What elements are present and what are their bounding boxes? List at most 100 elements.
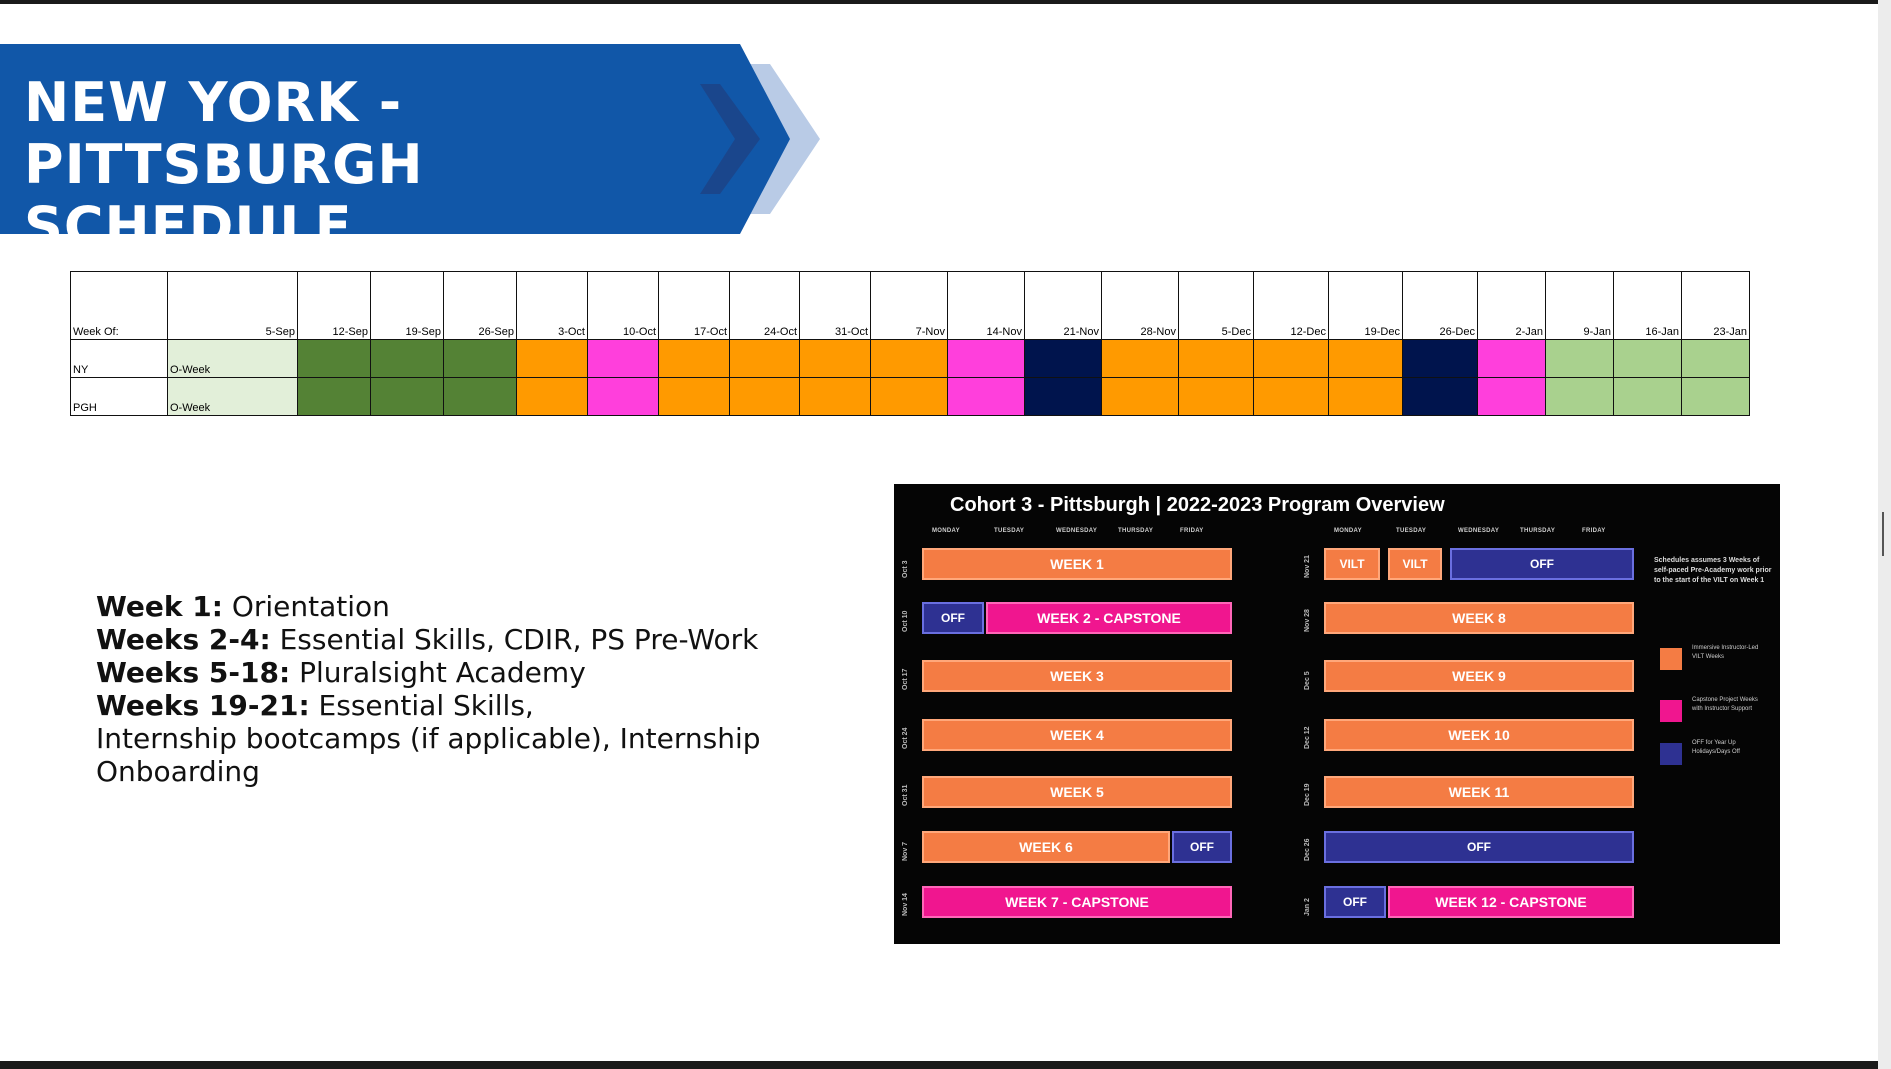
- schedule-cell: [370, 339, 444, 378]
- week-header-cell: 2-Jan: [1477, 271, 1546, 340]
- week-date-label: Oct 24: [902, 727, 909, 749]
- schedule-bar: WEEK 10: [1324, 719, 1634, 751]
- schedule-bar: OFF: [1324, 886, 1386, 918]
- schedule-bar: WEEK 9: [1324, 660, 1634, 692]
- weekday-label: TUESDAY: [1396, 528, 1427, 534]
- schedule-cell: [799, 339, 871, 378]
- schedule-cell: [1477, 377, 1546, 416]
- legend-swatch: [1660, 700, 1682, 722]
- schedule-bar: WEEK 12 - CAPSTONE: [1388, 886, 1634, 918]
- schedule-cell: [297, 339, 371, 378]
- weekday-label: FRIDAY: [1180, 528, 1204, 534]
- schedule-bar: WEEK 8: [1324, 602, 1634, 634]
- weekday-label: THURSDAY: [1118, 528, 1154, 534]
- note-heading: Weeks 2-4:: [96, 623, 271, 656]
- title-line-1: NEW YORK - PITTSBURGH: [24, 71, 424, 196]
- week-header-cell: 26-Dec: [1402, 271, 1478, 340]
- weekday-label: THURSDAY: [1520, 528, 1556, 534]
- note-line: Onboarding: [96, 755, 761, 788]
- schedule-cell: [1253, 377, 1329, 416]
- legend-swatch: [1660, 743, 1682, 765]
- week-date-label: Dec 5: [1304, 671, 1311, 690]
- note-text: Orientation: [222, 590, 390, 623]
- schedule-cell: [1477, 339, 1546, 378]
- weekday-label: WEDNESDAY: [1458, 528, 1500, 534]
- week-header-cell: 7-Nov: [870, 271, 948, 340]
- schedule-bar: WEEK 1: [922, 548, 1232, 580]
- weekday-label: TUESDAY: [994, 528, 1025, 534]
- week-date-label: Nov 21: [1304, 555, 1311, 578]
- schedule-cell: [443, 377, 517, 416]
- schedule-cell: [1681, 339, 1750, 378]
- schedule-cell: [658, 339, 730, 378]
- week-header-cell: 16-Jan: [1613, 271, 1682, 340]
- schedule-cell: [1178, 339, 1254, 378]
- schedule-cell: [658, 377, 730, 416]
- table-row: PGH O-Week: [70, 377, 1750, 416]
- note-text: Pluralsight Academy: [290, 656, 586, 689]
- schedule-cell: [1545, 377, 1614, 416]
- schedule-cell: [1402, 339, 1478, 378]
- week-header-cell: 5-Sep: [167, 271, 298, 340]
- schedule-cell: [587, 377, 659, 416]
- schedule-bar: OFF: [1324, 831, 1634, 863]
- banner-shape: [0, 44, 820, 234]
- schedule-bar: OFF: [1172, 831, 1232, 863]
- schedule-cell: [1328, 339, 1403, 378]
- week-date-label: Oct 31: [902, 784, 909, 806]
- schedule-cell: [1101, 377, 1179, 416]
- schedule-bar: OFF: [922, 602, 984, 634]
- note-text: Onboarding: [96, 755, 260, 788]
- schedule-cell: [1253, 339, 1329, 378]
- slide: NEW YORK - PITTSBURGH SCHEDULE Week Of: 5…: [0, 4, 1878, 1061]
- week-date-label: Nov 7: [902, 841, 909, 861]
- title-line-2: SCHEDULE: [24, 195, 353, 258]
- schedule-cell: [1613, 339, 1682, 378]
- scrollbar-track[interactable]: [1878, 0, 1891, 1069]
- schedule-cell: [729, 339, 800, 378]
- schedule-bar: VILT: [1388, 548, 1442, 580]
- week-date-label: Oct 10: [902, 610, 909, 632]
- note-heading: Week 1:: [96, 590, 223, 623]
- schedule-cell: [1328, 377, 1403, 416]
- weekday-label: WEDNESDAY: [1056, 528, 1098, 534]
- title-banner: NEW YORK - PITTSBURGH SCHEDULE: [0, 44, 820, 258]
- weekday-label: FRIDAY: [1582, 528, 1606, 534]
- schedule-cell: [1545, 339, 1614, 378]
- schedule-bar: WEEK 11: [1324, 776, 1634, 808]
- legend-text: Capstone Project Weeks with Instructor S…: [1692, 697, 1758, 712]
- week-date-label: Oct 17: [902, 668, 909, 690]
- schedule-cell: [1024, 377, 1102, 416]
- schedule-cell: [799, 377, 871, 416]
- table-header-row: Week Of: 5-Sep 12-Sep 19-Sep 26-Sep 3-Oct 10-O…: [70, 271, 1750, 340]
- schedule-cell: [870, 339, 948, 378]
- schedule-bar: WEEK 4: [922, 719, 1232, 751]
- overview-note: Schedules assumes 3 Weeks of self-paced …: [1654, 557, 1772, 584]
- week-header-cell: 31-Oct: [799, 271, 871, 340]
- weekday-label: MONDAY: [932, 528, 960, 534]
- week-header-cell: 14-Nov: [947, 271, 1025, 340]
- legend-text: Immersive Instructor-Led VILT Weeks: [1692, 645, 1759, 660]
- schedule-cell: [370, 377, 444, 416]
- schedule-cell: [1681, 377, 1750, 416]
- week-header-cell: 17-Oct: [658, 271, 730, 340]
- note-text: Internship bootcamps (if applicable), In…: [96, 722, 761, 755]
- week-header-cell: 19-Dec: [1328, 271, 1403, 340]
- week-header-cell: 10-Oct: [587, 271, 659, 340]
- schedule-bar: WEEK 7 - CAPSTONE: [922, 886, 1232, 918]
- week-date-label: Dec 26: [1304, 838, 1311, 861]
- schedule-table: Week Of: 5-Sep 12-Sep 19-Sep 26-Sep 3-Oct 10-O…: [70, 271, 1750, 416]
- legend-text: OFF for Year Up Holidays/Days Off: [1692, 740, 1740, 755]
- row-label: NY: [70, 339, 168, 378]
- schedule-bar: WEEK 6: [922, 831, 1170, 863]
- week-date-label: Oct 3: [902, 560, 909, 578]
- note-line: Weeks 19-21: Essential Skills,: [96, 689, 761, 722]
- schedule-cell: [516, 339, 588, 378]
- week-header-cell: 5-Dec: [1178, 271, 1254, 340]
- note-line: Weeks 2-4: Essential Skills, CDIR, PS Pr…: [96, 623, 761, 656]
- program-overview-image: Cohort 3 - Pittsburgh | 2022-2023 Progra…: [894, 484, 1780, 944]
- scrollbar-thumb[interactable]: [1882, 512, 1884, 556]
- week-date-label: Dec 12: [1304, 726, 1311, 749]
- schedule-bar: WEEK 3: [922, 660, 1232, 692]
- program-notes: Week 1: Orientation Weeks 2-4: Essential …: [96, 590, 761, 788]
